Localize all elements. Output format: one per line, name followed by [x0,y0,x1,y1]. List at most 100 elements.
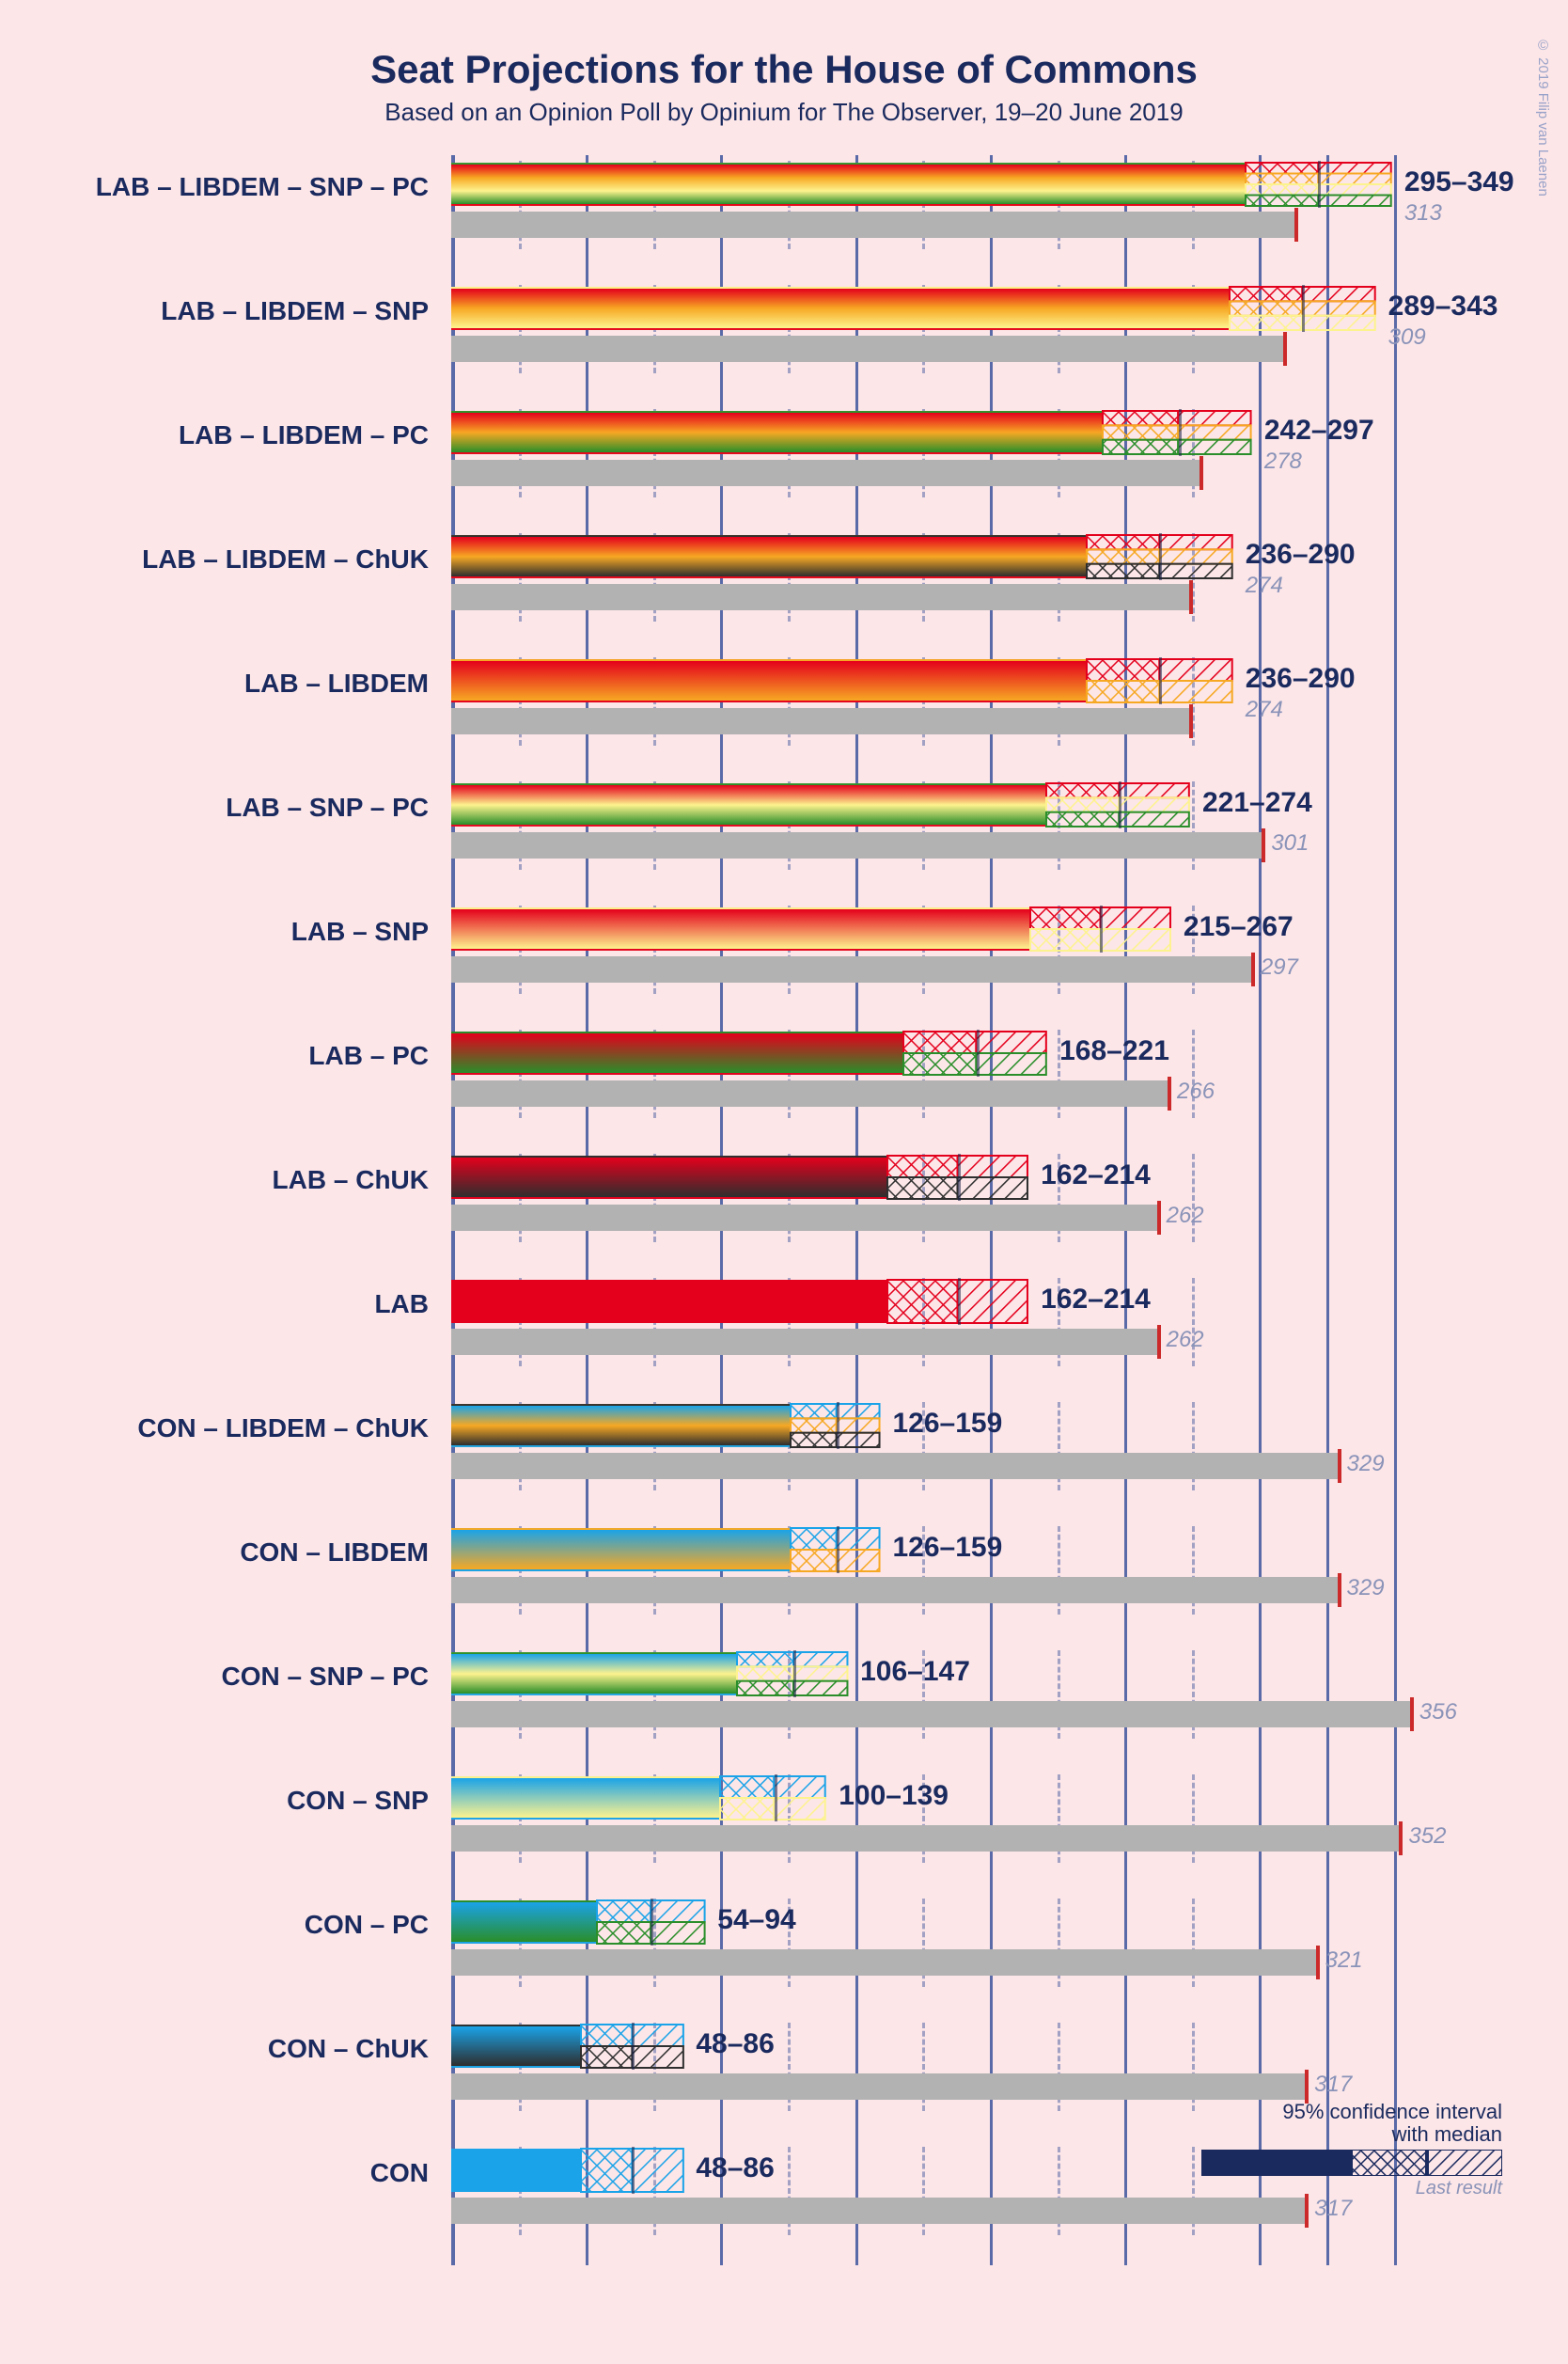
projection-bar [451,411,1103,454]
row-label: CON – SNP – PC [56,1662,440,1692]
row-label: LAB – SNP [56,917,440,947]
range-label: 236–290 [1246,663,1356,695]
projection-bar [451,535,1087,578]
median-tick [651,1899,653,1946]
range-label: 126–159 [893,1408,1003,1440]
chart-row: CON – LIBDEM – ChUK126–159329 [56,1396,1512,1521]
plot-area: 162–214262 [451,1148,1448,1272]
projection-bar [451,2149,581,2192]
range-label: 126–159 [893,1532,1003,1564]
chart-row: CON – SNP – PC 106–147356 [56,1645,1512,1769]
confidence-interval [903,1032,1046,1075]
last-result-tick [1157,1325,1161,1359]
row-label: CON – ChUK [56,2034,440,2064]
legend-last-text: Last result [1107,2178,1502,2199]
row-label: LAB [56,1289,440,1319]
plot-area: 54–94321 [451,1893,1448,2017]
major-gridline [1394,1893,1397,2017]
last-result-bar [451,1329,1157,1355]
last-result-label: 329 [1347,1575,1385,1601]
plot-area: 100–139352 [451,1769,1448,1893]
legend-bar [1201,2150,1502,2176]
projection-bar [451,287,1230,330]
last-result-label: 266 [1177,1079,1215,1105]
row-label: CON – PC [56,1910,440,1940]
row-label: CON – SNP [56,1786,440,1816]
chart-row: LAB 162–214262 [56,1272,1512,1396]
median-tick [1159,533,1162,580]
last-result-label: 301 [1271,830,1309,857]
projection-bar [451,1032,903,1075]
last-result-bar [451,460,1200,486]
last-result-bar [451,584,1189,610]
last-result-label: 321 [1325,1947,1363,1974]
chart-row: LAB – PC168–221266 [56,1024,1512,1148]
projection-bar [451,1528,791,1571]
plot-area: 242–297278 [451,403,1448,528]
last-result-bar [451,1949,1316,1976]
major-gridline [1394,403,1397,528]
majority-line [1326,1272,1329,1396]
projection-bar [451,907,1030,951]
range-label: 100–139 [839,1780,949,1812]
last-result-bar [451,1205,1157,1231]
chart-rows: LAB – LIBDEM – SNP – PC295–349313LAB – L… [56,155,1512,2265]
last-result-bar [451,956,1251,983]
plot-area: 106–147356 [451,1645,1448,1769]
range-label: 289–343 [1388,291,1498,323]
range-label: 215–267 [1184,911,1294,943]
major-gridline [1394,1272,1397,1396]
median-tick [1119,781,1121,828]
range-label: 162–214 [1041,1159,1151,1191]
range-label: 106–147 [860,1656,970,1688]
row-label: LAB – LIBDEM – SNP [56,296,440,326]
plot-area: 221–274 301 [451,776,1448,900]
range-label: 295–349 [1404,166,1514,198]
last-result-bar [451,1825,1399,1852]
major-gridline [1259,1024,1262,1148]
major-gridline [1394,652,1397,776]
last-result-bar [451,1577,1338,1603]
range-label: 48–86 [696,2028,774,2060]
median-tick [632,2147,635,2194]
last-result-label: 313 [1404,200,1442,227]
projection-bar [451,1156,887,1199]
major-gridline [1394,528,1397,652]
range-label: 221–274 [1202,787,1312,819]
median-tick [837,1526,839,1573]
last-result-label: 317 [1314,2072,1352,2098]
projection-bar [451,1280,887,1323]
last-result-label: 274 [1246,573,1283,599]
median-tick [1318,161,1321,208]
last-result-tick [1157,1201,1161,1235]
major-gridline [1394,1024,1397,1148]
last-result-bar [451,1701,1410,1727]
median-tick [977,1030,980,1077]
last-result-label: 274 [1246,697,1283,723]
chart-row: LAB – LIBDEM – SNP289–343309 [56,279,1512,403]
chart-row: CON – LIBDEM126–159329 [56,1521,1512,1645]
last-result-tick [1294,208,1298,242]
chart-title: Seat Projections for the House of Common… [0,38,1568,92]
major-gridline [1259,403,1262,528]
row-label: LAB – LIBDEM – ChUK [56,544,440,575]
plot-area: 168–221266 [451,1024,1448,1148]
last-result-label: 278 [1264,449,1302,475]
plot-area: 162–214262 [451,1272,1448,1396]
plot-area: 126–159 329 [451,1396,1448,1521]
range-label: 162–214 [1041,1284,1151,1316]
major-gridline [1394,1396,1397,1521]
last-result-label: 317 [1314,2196,1352,2222]
projection-bar [451,659,1087,702]
projection-bar [451,1652,737,1695]
chart-row: LAB – SNP – PC221–274301 [56,776,1512,900]
last-result-bar [451,708,1189,734]
range-label: 48–86 [696,2152,774,2184]
major-gridline [1259,1272,1262,1396]
last-result-label: 329 [1347,1451,1385,1477]
confidence-interval [791,1528,880,1571]
chart-row: LAB – LIBDEM – ChUK236–290274 [56,528,1512,652]
legend-ci-text: 95% confidence interval with median [1107,2101,1502,2146]
chart-subtitle: Based on an Opinion Poll by Opinium for … [0,98,1568,127]
median-tick [837,1402,839,1449]
